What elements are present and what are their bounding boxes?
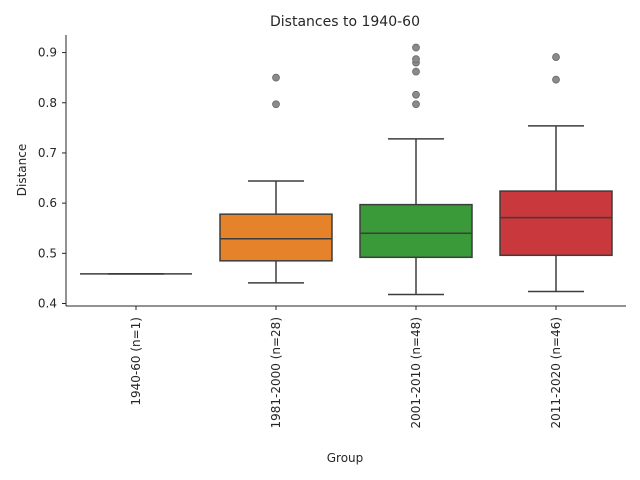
y-tick-label: 0.7: [38, 146, 57, 160]
x-axis-label: Group: [327, 451, 364, 465]
outlier-point: [412, 43, 420, 52]
box-iqr: [499, 190, 613, 257]
y-tick-label: 0.6: [38, 196, 57, 210]
x-tick-label: 2001-2010 (n=48): [409, 317, 423, 429]
box-group: [219, 73, 333, 284]
x-axis-ticks: 1940-60 (n=1) 1981-2000 (n=28) 2001-2010 (…: [129, 306, 563, 429]
outlier-point: [552, 53, 560, 61]
y-tick-label: 0.9: [38, 46, 57, 60]
chart-title: Distances to 1940-60: [270, 14, 420, 30]
outlier-point: [272, 100, 280, 109]
x-tick-label: 1981-2000 (n=28): [269, 317, 283, 429]
box-iqr: [219, 213, 333, 262]
y-axis-ticks: 0.4 0.5 0.6 0.7 0.8 0.9: [38, 46, 66, 310]
y-tick-label: 0.5: [38, 246, 57, 260]
outlier-point: [272, 73, 280, 82]
outlier-point: [412, 100, 420, 109]
box-group: [359, 43, 473, 296]
outlier-point: [552, 75, 560, 84]
box-series: [80, 43, 613, 296]
x-tick-label: 1940-60 (n=1): [129, 317, 143, 406]
outlier-point: [412, 90, 420, 99]
y-tick-label: 0.8: [38, 96, 57, 110]
x-tick-label: 2011-2020 (n=46): [549, 317, 563, 429]
y-tick-label: 0.4: [38, 296, 57, 310]
outlier-point: [412, 67, 420, 76]
outlier-point: [412, 55, 420, 63]
box-iqr: [359, 203, 473, 259]
box-group: [499, 53, 613, 293]
plot-area: [65, 35, 626, 307]
y-axis-label: Distance: [15, 144, 29, 196]
